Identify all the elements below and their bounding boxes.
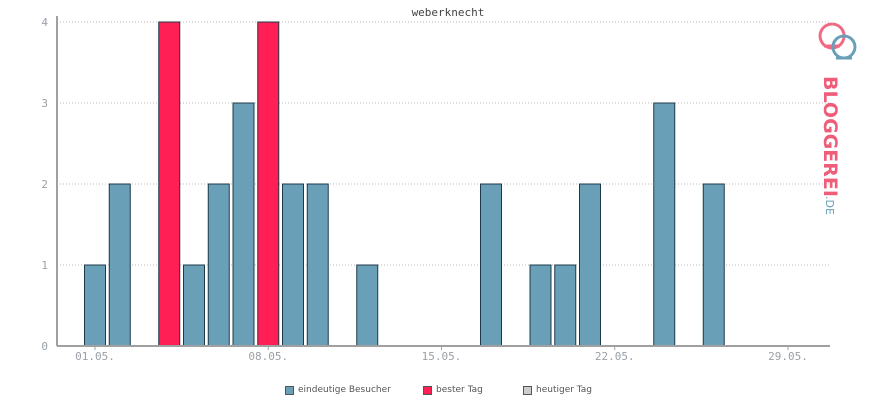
x-tick-label-0: 01.05. [75,350,115,363]
bar-day-9 [282,183,304,347]
bar-day-6 [207,183,230,347]
y-tick-label-3: 3 [41,97,48,110]
axes [56,16,830,347]
bar-day-20 [554,264,577,347]
y-tick-label-4: 4 [41,16,48,29]
x-ticks: 01.05. 08.05. 15.05. 22.05. 29.05. [75,346,808,363]
legend-item-visitors: eindeutige Besucher [285,385,391,395]
bar-day-12 [356,264,379,347]
x-tick-label-1: 08.05. [248,350,288,363]
y-tick-label-2: 2 [41,178,48,191]
bars [84,21,725,347]
legend-label-visitors: eindeutige Besucher [298,385,391,395]
bar-day-8 [257,21,280,347]
chart-title: weberknecht [412,6,485,19]
legend-swatch-today [523,385,532,395]
legend-label-best-day: bester Tag [436,385,483,395]
legend-label-today: heutiger Tag [536,385,593,395]
bar-day-1 [84,264,106,347]
logo-suffix: .DE [823,196,836,215]
bar-day-7 [232,102,255,347]
x-tick-label-3: 22.05. [595,350,635,363]
legend-item-today: heutiger Tag [523,385,592,395]
bar-day-24 [653,102,676,347]
logo-mark-blue [831,34,857,60]
legend: eindeutige Besucher bester Tag heutiger … [0,385,870,399]
logo-text: BLOGGEREI [819,76,841,197]
y-tick-label-0: 0 [41,340,48,353]
bar-day-26 [702,183,725,347]
y-ticks: 0 1 2 3 4 [41,16,48,353]
x-tick-label-2: 15.05. [422,350,462,363]
legend-swatch-best-day [423,385,432,395]
bar-day-5 [183,264,205,347]
legend-item-best-day: bester Tag [423,385,483,395]
y-tick-label-1: 1 [41,259,48,272]
bar-day-2 [108,183,131,347]
bloggerei-logo: BLOGGEREI .DE [818,22,857,215]
bar-day-19 [529,264,552,347]
x-tick-label-4: 29.05. [768,350,808,363]
bar-day-10 [306,183,329,347]
bar-day-21 [579,183,601,347]
bar-day-17 [480,183,502,347]
bar-day-4 [158,21,181,347]
legend-swatch-visitors [285,385,294,395]
